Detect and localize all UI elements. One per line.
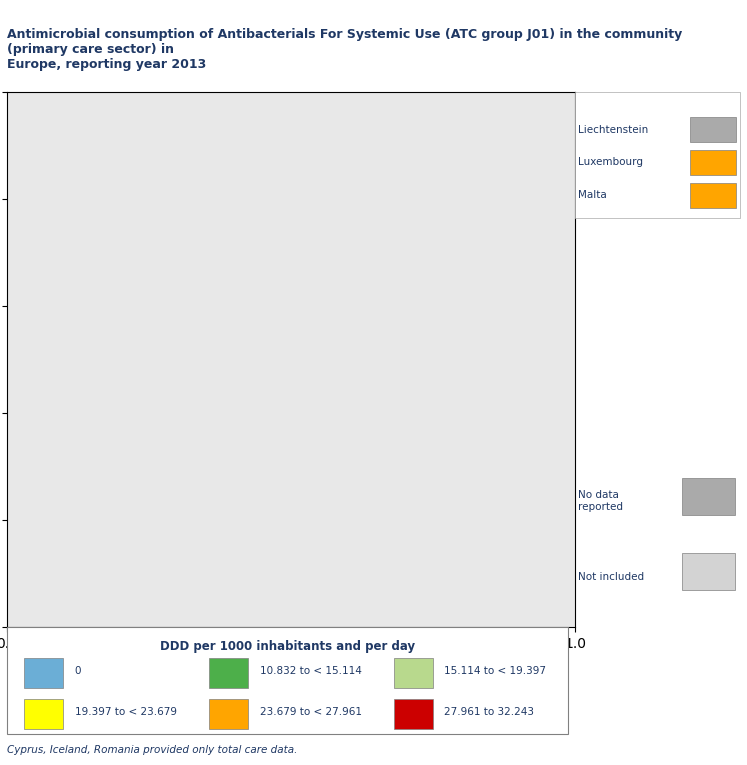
Bar	[394, 699, 433, 729]
Bar	[690, 117, 737, 142]
Text: DDD per 1000 inhabitants and per day: DDD per 1000 inhabitants and per day	[160, 640, 415, 653]
Bar	[690, 150, 737, 175]
Text: 23.679 to < 27.961: 23.679 to < 27.961	[260, 707, 362, 717]
FancyBboxPatch shape	[7, 627, 568, 734]
Text: No data
reported: No data reported	[578, 490, 624, 512]
Text: 15.114 to < 19.397: 15.114 to < 19.397	[444, 666, 547, 676]
Bar	[682, 477, 734, 515]
Text: 27.961 to 32.243: 27.961 to 32.243	[444, 707, 534, 717]
Text: 19.397 to < 23.679: 19.397 to < 23.679	[75, 707, 177, 717]
Bar	[209, 699, 248, 729]
FancyBboxPatch shape	[575, 92, 740, 218]
Bar	[690, 183, 737, 208]
Text: Antimicrobial consumption of Antibacterials For Systemic Use (ATC group J01) in : Antimicrobial consumption of Antibacteri…	[7, 28, 683, 70]
Text: Not included: Not included	[578, 571, 645, 582]
Text: Cyprus, Iceland, Romania provided only total care data.: Cyprus, Iceland, Romania provided only t…	[7, 744, 298, 755]
Text: 10.832 to < 15.114: 10.832 to < 15.114	[260, 666, 362, 676]
Text: 0: 0	[75, 666, 81, 676]
Bar	[209, 659, 248, 688]
Bar	[394, 659, 433, 688]
Text: Liechtenstein: Liechtenstein	[578, 125, 648, 135]
Bar	[682, 553, 734, 591]
Text: Malta: Malta	[578, 190, 607, 200]
Text: Luxembourg: Luxembourg	[578, 158, 643, 168]
Bar	[24, 659, 63, 688]
Bar	[24, 699, 63, 729]
